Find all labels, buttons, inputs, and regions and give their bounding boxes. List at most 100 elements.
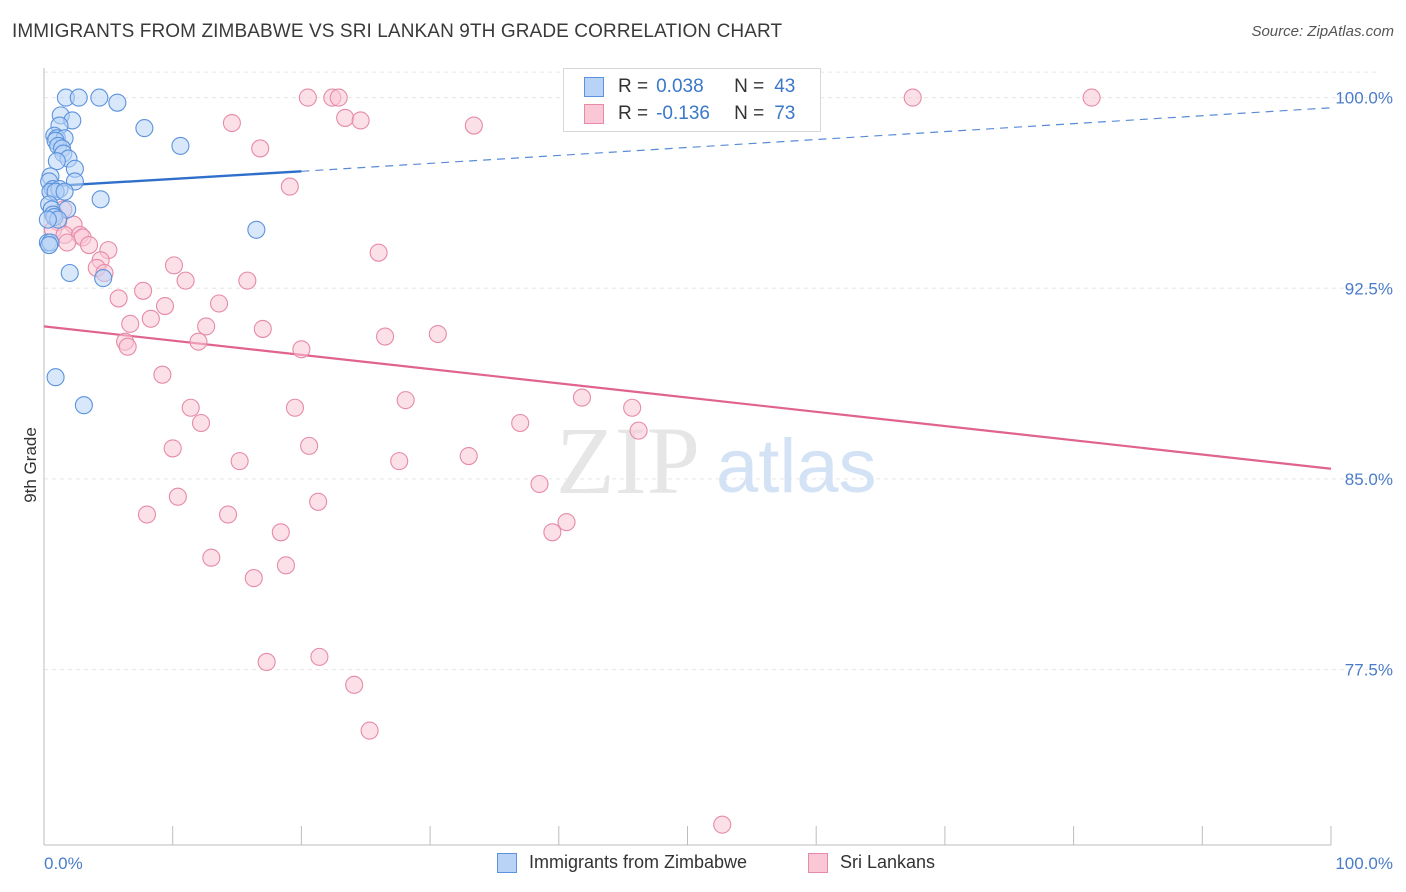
data-point-sri-lankans <box>168 487 187 506</box>
data-point-sri-lankans <box>222 113 241 133</box>
legend-item-sri-lankans[interactable]: Sri Lankans <box>808 852 935 873</box>
legend-swatch-pink <box>808 852 828 873</box>
data-point-sri-lankans <box>329 88 348 107</box>
legend-swatch-pink <box>584 104 604 124</box>
data-point-sri-lankans <box>390 452 409 471</box>
tick-labels: 77.5% 85.0% 92.5% 100.0% 0.0% 100.0% <box>44 89 1393 873</box>
data-point-zimbabwe <box>40 235 59 255</box>
data-point-sri-lankans <box>903 88 922 107</box>
points-zimbabwe <box>38 88 266 415</box>
data-point-zimbabwe <box>91 190 110 209</box>
data-point-sri-lankans <box>164 256 184 275</box>
data-point-sri-lankans <box>713 815 732 834</box>
data-point-sri-lankans <box>369 243 388 262</box>
legend-label-sri-lankans: Sri Lankans <box>840 852 936 872</box>
source-label: Source: ZipAtlas.com <box>1251 23 1394 40</box>
legend-n-label: N = <box>734 76 765 97</box>
data-point-sri-lankans <box>428 324 447 344</box>
data-point-sri-lankans <box>163 439 182 458</box>
data-point-zimbabwe <box>46 368 65 387</box>
data-point-sri-lankans <box>118 337 137 356</box>
data-point-sri-lankans <box>134 281 153 300</box>
data-point-sri-lankans <box>153 365 172 384</box>
data-point-sri-lankans <box>251 139 270 158</box>
data-point-sri-lankans <box>396 391 415 410</box>
data-point-zimbabwe <box>47 152 66 171</box>
data-point-sri-lankans <box>623 398 642 417</box>
legend-swatch-blue <box>584 77 604 97</box>
data-point-zimbabwe <box>171 136 190 155</box>
data-point-sri-lankans <box>58 233 77 252</box>
data-point-sri-lankans <box>141 309 160 328</box>
y-tick-label: 77.5% <box>1345 661 1393 680</box>
trendline-sri-lankans <box>43 325 1332 470</box>
data-point-sri-lankans <box>218 505 238 524</box>
data-point-sri-lankans <box>300 436 319 455</box>
legend-n-label: N = <box>734 103 765 124</box>
y-axis-label: 9th Grade <box>21 427 40 503</box>
y-tick-label: 100.0% <box>1335 89 1393 108</box>
data-point-sri-lankans <box>244 569 263 588</box>
legend-r-label: R = <box>618 76 649 97</box>
legend-n-value: 73 <box>774 103 796 124</box>
data-point-zimbabwe <box>108 93 127 112</box>
data-point-sri-lankans <box>572 388 592 407</box>
data-point-sri-lankans <box>202 548 221 567</box>
data-point-sri-lankans <box>209 294 229 313</box>
data-point-zimbabwe <box>247 220 266 239</box>
data-point-sri-lankans <box>459 446 478 466</box>
data-point-sri-lankans <box>280 177 299 196</box>
trendline-zimbabwe-dashed <box>301 107 1332 172</box>
data-point-sri-lankans <box>121 314 140 333</box>
x-tick-label: 100.0% <box>1335 854 1393 873</box>
data-point-zimbabwe <box>55 182 74 201</box>
series-legend: Immigrants from Zimbabwe Sri Lankans <box>0 852 1406 878</box>
legend-label-zimbabwe: Immigrants from Zimbabwe <box>529 852 748 872</box>
trendline-zimbabwe-solid <box>43 170 302 188</box>
data-point-zimbabwe <box>74 396 93 415</box>
chart-title: IMMIGRANTS FROM ZIMBABWE VS SRI LANKAN 9… <box>12 21 783 42</box>
data-point-sri-lankans <box>360 721 379 740</box>
y-tick-label: 85.0% <box>1345 470 1393 489</box>
data-point-sri-lankans <box>530 474 549 494</box>
data-point-sri-lankans <box>238 271 257 290</box>
trendline-sri-lankans <box>43 325 1332 470</box>
data-point-sri-lankans <box>257 652 276 672</box>
data-point-zimbabwe <box>60 263 79 283</box>
data-point-sri-lankans <box>351 111 370 130</box>
legend-r-value: -0.136 <box>656 103 710 124</box>
data-point-sri-lankans <box>181 398 200 417</box>
data-point-sri-lankans <box>137 505 157 524</box>
data-point-sri-lankans <box>155 297 175 316</box>
data-point-sri-lankans <box>253 319 272 338</box>
legend-item-zimbabwe[interactable]: Immigrants from Zimbabwe <box>497 852 747 873</box>
data-point-sri-lankans <box>310 647 329 666</box>
data-point-sri-lankans <box>109 289 128 308</box>
data-point-sri-lankans <box>79 235 99 255</box>
y-tick-label: 92.5% <box>1345 279 1393 298</box>
data-point-sri-lankans <box>309 492 328 511</box>
data-point-sri-lankans <box>191 413 211 433</box>
data-point-sri-lankans <box>271 523 290 542</box>
data-point-sri-lankans <box>543 523 562 542</box>
watermark: ZIP atlas <box>556 407 877 514</box>
data-point-sri-lankans <box>285 398 305 417</box>
watermark-zip: ZIP <box>556 407 700 514</box>
legend-swatch-blue <box>497 852 517 873</box>
data-point-zimbabwe <box>135 119 154 138</box>
data-point-sri-lankans <box>276 556 296 575</box>
data-point-sri-lankans <box>376 327 395 346</box>
data-point-sri-lankans <box>336 108 355 127</box>
data-point-zimbabwe <box>94 269 113 288</box>
data-point-sri-lankans <box>464 116 483 135</box>
legend-n-value: 43 <box>774 76 796 97</box>
legend-r-value: 0.038 <box>656 76 704 97</box>
data-point-sri-lankans <box>197 317 216 336</box>
data-point-sri-lankans <box>292 340 311 359</box>
x-tick-label: 0.0% <box>44 854 83 873</box>
data-point-sri-lankans <box>629 421 648 440</box>
data-point-zimbabwe <box>38 210 57 229</box>
legend-r-label: R = <box>618 103 649 124</box>
data-point-sri-lankans <box>345 675 364 694</box>
